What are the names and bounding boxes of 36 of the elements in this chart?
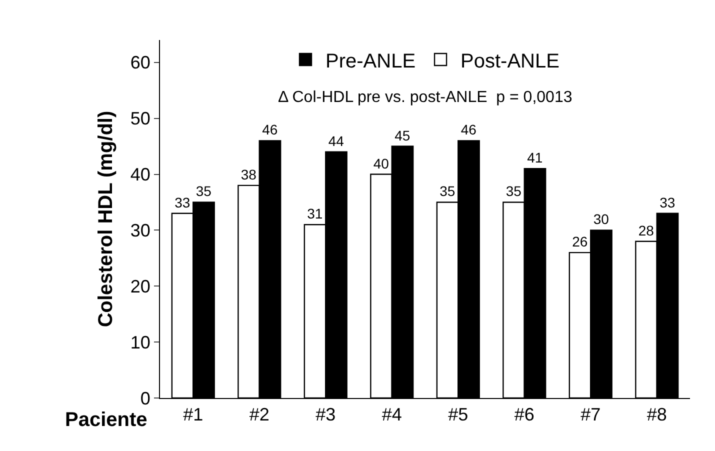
y-tick-label: 60 xyxy=(130,52,150,73)
data-label: 33 xyxy=(174,194,190,210)
y-tick-label: 40 xyxy=(130,164,150,185)
data-label: 46 xyxy=(262,122,278,138)
x-tick-label: #4 xyxy=(382,404,402,425)
data-label: 35 xyxy=(440,183,456,200)
y-tick-label: 0 xyxy=(140,388,150,408)
data-label: 46 xyxy=(460,122,477,138)
y-axis-title: Colesterol HDL (mg/dl) xyxy=(94,110,117,328)
data-label: 44 xyxy=(328,132,344,149)
data-label: 30 xyxy=(593,211,610,228)
data-label: 45 xyxy=(394,127,410,144)
data-label: 33 xyxy=(660,194,676,210)
data-label: 28 xyxy=(638,222,654,238)
x-tick-label: #5 xyxy=(448,404,468,425)
data-label: 35 xyxy=(196,183,212,200)
x-tick-label: #1 xyxy=(183,404,204,425)
data-label: 26 xyxy=(572,234,588,250)
x-tick-label: #3 xyxy=(316,404,336,425)
x-tick-label: #8 xyxy=(646,404,667,425)
y-tick-label: 20 xyxy=(130,276,150,296)
data-label: 31 xyxy=(307,206,323,222)
y-tick-label: 50 xyxy=(130,108,150,129)
annotation: Δ Col-HDL pre vs. post-ANLE p = 0,0013 xyxy=(278,89,572,106)
data-label: 35 xyxy=(506,183,522,200)
x-tick-label: #6 xyxy=(514,404,534,425)
x-tick-label: #7 xyxy=(580,404,601,425)
x-tick-label: #2 xyxy=(249,404,270,425)
y-tick-label: 30 xyxy=(130,220,150,240)
legend-label: Pre-ANLE xyxy=(326,50,416,72)
x-axis-title: Paciente xyxy=(65,409,148,431)
y-tick-label: 10 xyxy=(130,332,150,352)
legend-label: Post-ANLE xyxy=(460,50,560,72)
data-label: 40 xyxy=(373,155,390,172)
data-label: 41 xyxy=(527,150,543,166)
data-label: 38 xyxy=(240,166,257,182)
